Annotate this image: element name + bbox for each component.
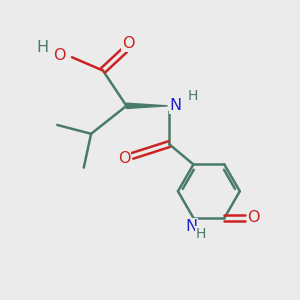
Text: O: O — [53, 48, 66, 63]
Text: O: O — [118, 151, 130, 166]
Text: N: N — [169, 98, 182, 113]
Text: H: H — [188, 89, 199, 103]
Text: O: O — [122, 36, 134, 51]
Polygon shape — [126, 103, 168, 109]
Text: H: H — [196, 227, 206, 241]
Text: H: H — [36, 40, 48, 55]
Text: O: O — [248, 211, 260, 226]
Text: N: N — [185, 219, 197, 234]
